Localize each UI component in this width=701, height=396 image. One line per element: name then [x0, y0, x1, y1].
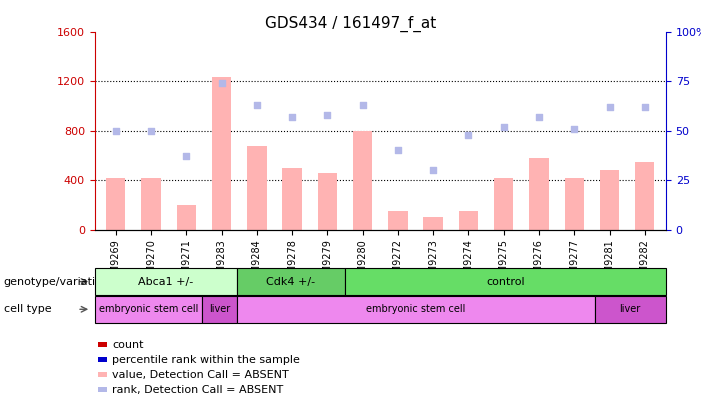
Bar [494, 178, 513, 230]
Text: control: control [486, 276, 524, 287]
Bar [388, 211, 407, 230]
Point [639, 104, 651, 110]
Point [216, 80, 227, 86]
Text: liver: liver [620, 304, 641, 314]
Bar [458, 211, 478, 230]
Bar [247, 145, 266, 230]
Text: embryonic stem cell: embryonic stem cell [367, 304, 465, 314]
Point [428, 167, 439, 173]
Point [251, 102, 262, 108]
Point [604, 104, 615, 110]
Bar [529, 158, 549, 230]
Bar [564, 178, 584, 230]
Point [145, 128, 156, 134]
Point [110, 128, 121, 134]
Bar [423, 217, 443, 230]
Bar [353, 131, 372, 230]
Text: percentile rank within the sample: percentile rank within the sample [112, 354, 300, 365]
Bar [106, 178, 125, 230]
Point [322, 112, 333, 118]
Bar [142, 178, 161, 230]
Text: count: count [112, 339, 144, 350]
Text: Abca1 +/-: Abca1 +/- [138, 276, 193, 287]
Text: cell type: cell type [4, 304, 51, 314]
Text: Cdk4 +/-: Cdk4 +/- [266, 276, 315, 287]
Text: liver: liver [209, 304, 230, 314]
Point [357, 102, 368, 108]
Point [181, 153, 192, 160]
Point [463, 131, 474, 138]
Point [287, 114, 298, 120]
Point [498, 124, 510, 130]
Text: rank, Detection Call = ABSENT: rank, Detection Call = ABSENT [112, 385, 283, 395]
Text: GDS434 / 161497_f_at: GDS434 / 161497_f_at [265, 16, 436, 32]
Point [393, 147, 404, 154]
Text: value, Detection Call = ABSENT: value, Detection Call = ABSENT [112, 369, 289, 380]
Bar [318, 173, 337, 230]
Text: genotype/variation: genotype/variation [4, 276, 109, 287]
Point [533, 114, 545, 120]
Bar [177, 205, 196, 230]
Point [569, 126, 580, 132]
Bar [635, 162, 655, 230]
Bar [283, 168, 302, 230]
Bar [600, 170, 619, 230]
Text: embryonic stem cell: embryonic stem cell [99, 304, 198, 314]
Bar [212, 78, 231, 230]
